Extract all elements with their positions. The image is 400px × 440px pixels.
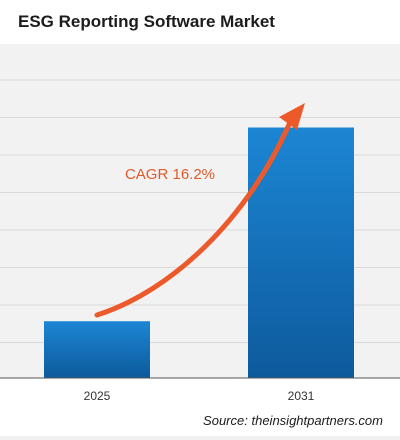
source-credit: Source: theinsightpartners.com: [203, 413, 383, 428]
chart-title: ESG Reporting Software Market: [18, 12, 275, 31]
bar-2025: [44, 321, 150, 378]
growth-arrow-line: [94, 117, 294, 318]
footer-strip: [0, 436, 400, 440]
x-tick-label: 2025: [84, 389, 111, 403]
x-tick-label: 2031: [288, 389, 315, 403]
source-prefix: Source:: [203, 413, 248, 428]
growth-arrow-head: [279, 103, 305, 130]
cagr-annotation: CAGR 16.2%: [125, 166, 215, 183]
bar-2031: [248, 127, 354, 378]
source-name: theinsightpartners.com: [251, 413, 383, 428]
